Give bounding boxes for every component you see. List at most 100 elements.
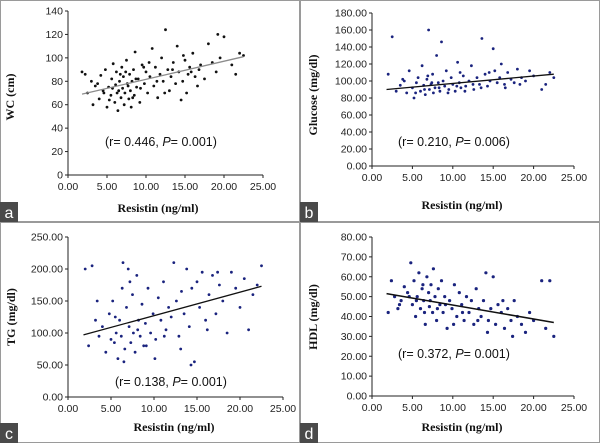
- panel-c-point: [109, 338, 113, 341]
- panel-a-point: [183, 58, 187, 62]
- panel-c-point: [144, 322, 147, 325]
- panel-a-point: [132, 68, 135, 71]
- panel-c-point: [111, 299, 115, 303]
- panel-d-point: [544, 326, 548, 330]
- panel-b-point: [430, 81, 434, 85]
- panel-d-point: [448, 299, 452, 303]
- panel-c-point: [180, 290, 183, 293]
- panel-d-point: [491, 275, 495, 279]
- panel-b-point: [540, 88, 544, 91]
- panel-a-point: [83, 72, 87, 76]
- panel-c-point: [136, 328, 140, 332]
- panel-a-point: [111, 62, 115, 66]
- panel-b-point: [444, 69, 448, 73]
- panel-a-point: [152, 84, 156, 88]
- panel-b-point: [425, 77, 429, 81]
- panel-a-y-tick-label: 140: [45, 6, 63, 18]
- panel-b-point: [512, 81, 516, 85]
- panel-c-point: [123, 347, 127, 351]
- panel-b-point: [495, 81, 499, 85]
- panel-b-point: [432, 91, 435, 95]
- panel-b-point: [506, 71, 510, 74]
- panel-b-point: [415, 81, 418, 85]
- panel-b-point: [412, 96, 416, 100]
- panel-c-point: [187, 325, 191, 328]
- panel-a-point: [222, 35, 226, 39]
- panel-a-y-tick-label: 120: [45, 29, 63, 41]
- panel-d-point: [431, 267, 435, 271]
- panel-b-point: [461, 74, 465, 78]
- panel-a-point: [122, 75, 125, 78]
- panel-c-point: [131, 293, 134, 296]
- panel-a-point: [117, 89, 121, 93]
- panel-b-point: [516, 67, 519, 71]
- panel-a-point: [182, 54, 185, 57]
- panel-c-point: [175, 299, 178, 303]
- panel-a-point: [128, 72, 132, 76]
- panel-a-point: [97, 97, 101, 101]
- panel-c-point: [198, 306, 202, 309]
- panel-c-point: [162, 334, 166, 338]
- panel-a-point: [123, 91, 127, 95]
- panel-c-point: [146, 286, 150, 290]
- panel-a-y-tick-label: 20: [51, 146, 63, 158]
- panel-c-y-label: TG (mg/dl): [4, 288, 18, 346]
- panel-d-point: [414, 314, 418, 319]
- panel-d-x-label: Resistin (ng/ml): [422, 420, 503, 434]
- panel-a-point: [171, 68, 174, 71]
- panel-d-point: [452, 322, 456, 326]
- panel-c-y-tick-label: 200.00: [31, 264, 63, 276]
- panel-c-point: [238, 306, 242, 309]
- panel-c: 0.00 50.00 100.00 150.00 200.00 250.00 0.00 5.0…: [0, 222, 300, 443]
- panel-b-point: [498, 76, 502, 79]
- panel-a-point: [136, 77, 140, 81]
- panel-d-point: [443, 295, 447, 299]
- panel-a-stat: (r= 0.446, P= 0.001): [105, 135, 217, 149]
- panel-a-point: [129, 105, 133, 109]
- panel-a-point: [99, 74, 103, 77]
- panel-d-y-tick-label: 50.00: [341, 291, 367, 303]
- panel-c-x-tick-label: 0.00: [58, 403, 79, 415]
- panel-c-badge-letter: c: [5, 426, 13, 443]
- panel-a-point: [80, 70, 84, 74]
- panel-c-point: [164, 328, 168, 332]
- panel-a-point: [171, 61, 175, 64]
- panel-b-point: [463, 89, 467, 93]
- panel-b-x-tick-label: 10.00: [440, 172, 466, 184]
- panel-a-badge-letter: a: [5, 205, 14, 222]
- panel-a-point: [110, 77, 114, 81]
- panel-c-y-tick-label: 150.00: [31, 296, 63, 308]
- panel-c-point: [113, 341, 116, 344]
- panel-c-point: [104, 350, 108, 354]
- panel-d-point: [429, 283, 433, 287]
- panel-b-badge: [300, 202, 318, 222]
- panel-c-point: [87, 344, 90, 348]
- panel-b-y-tick-label: 20.00: [341, 144, 367, 156]
- panel-b-x-tick-label: 0.00: [362, 172, 383, 184]
- panel-a-x-tick-label: 15.00: [172, 181, 198, 193]
- panel-d-point: [462, 318, 466, 323]
- panel-c-x-tick-label: 20.00: [227, 403, 253, 415]
- panel-a-point: [124, 70, 128, 74]
- panel-a-point: [143, 82, 146, 85]
- panel-c-point: [242, 277, 246, 280]
- panel-b-point: [423, 93, 427, 96]
- panel-a-point: [203, 77, 206, 81]
- panel-a-point: [214, 70, 218, 74]
- panel-c-point: [189, 363, 193, 367]
- panel-b-point: [447, 88, 451, 91]
- panel-b-point: [471, 83, 475, 86]
- panel-c-point: [119, 334, 123, 338]
- panel-a-point: [96, 82, 99, 85]
- panel-d-point: [509, 318, 513, 323]
- panel-a-point: [120, 65, 124, 69]
- panel-b-y-tick-label: 60.00: [341, 110, 367, 122]
- panel-c-point: [172, 261, 176, 264]
- panel-c-point: [128, 280, 132, 284]
- panel-a-point: [181, 79, 185, 83]
- panel-d-point: [386, 310, 390, 315]
- panel-b-point: [423, 88, 426, 91]
- panel-b-point: [455, 84, 459, 88]
- panel-b-point: [401, 77, 405, 81]
- panel-c-point: [125, 306, 128, 309]
